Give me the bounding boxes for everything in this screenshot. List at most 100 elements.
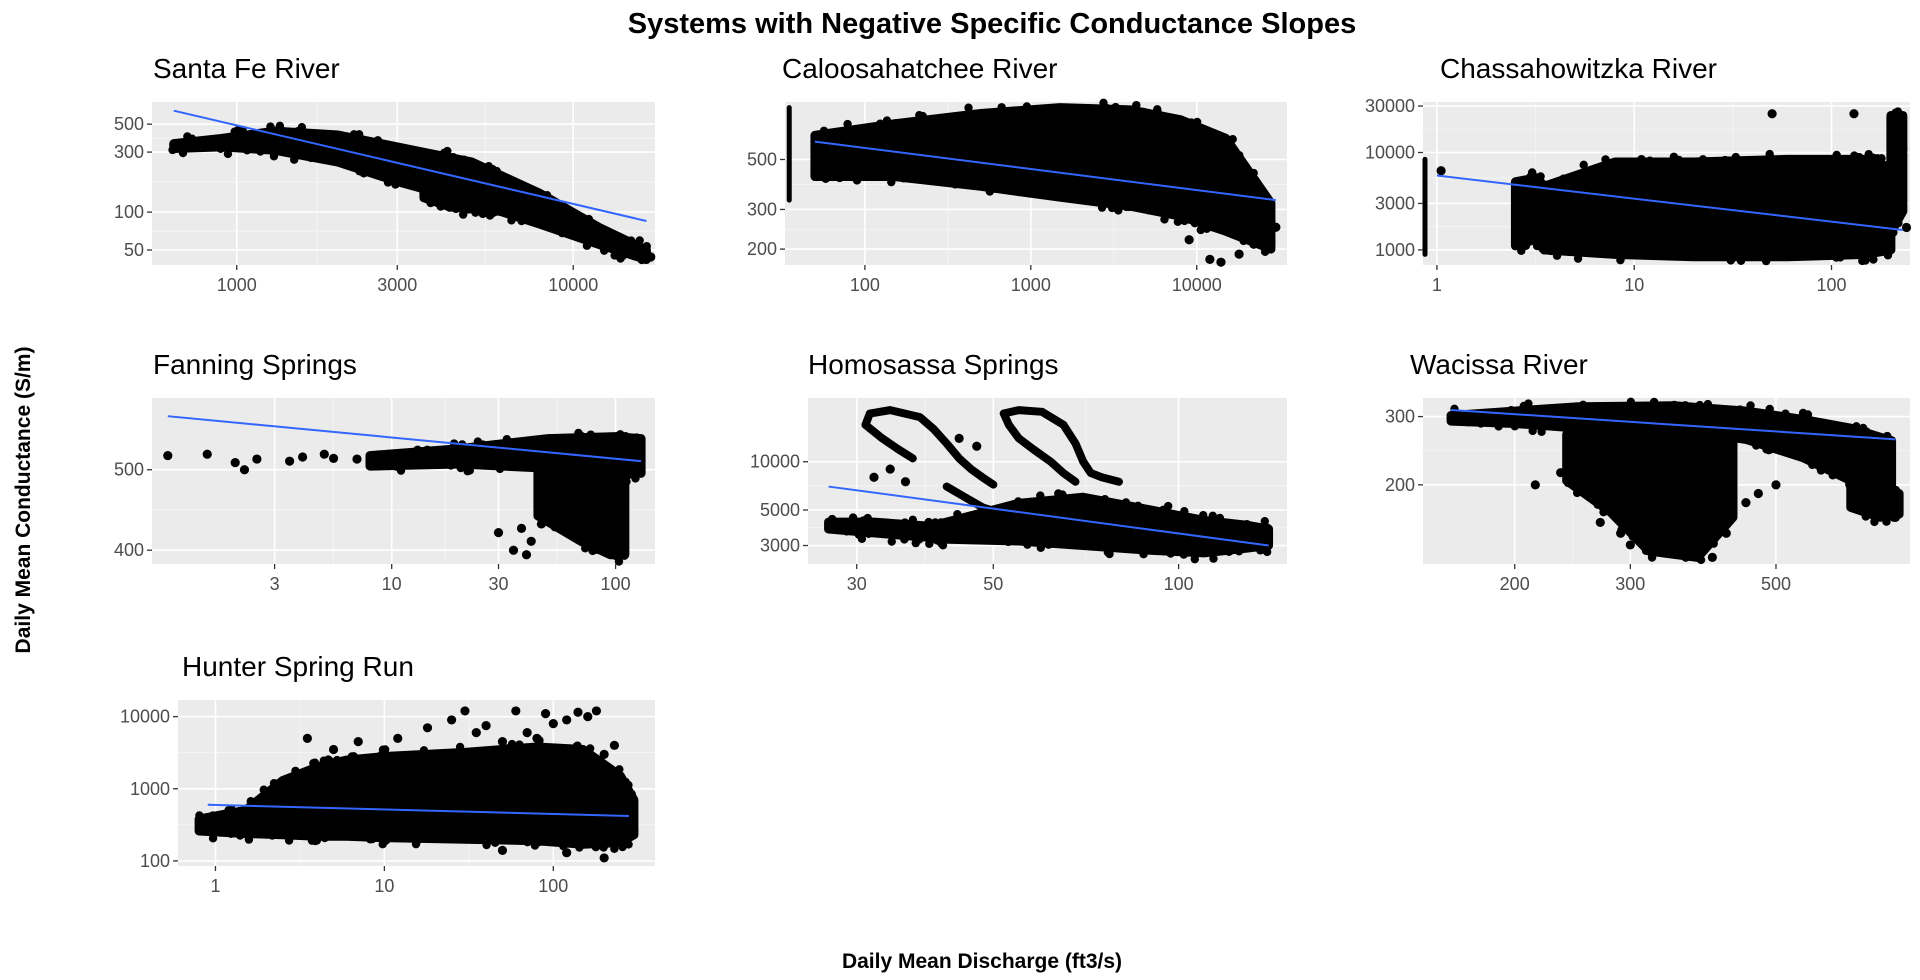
data-point: [635, 236, 644, 245]
data-point: [991, 108, 1000, 117]
y-tick-label: 400: [114, 540, 144, 560]
data-point: [622, 477, 631, 486]
data-point: [625, 833, 634, 842]
data-point: [609, 740, 620, 750]
data-point: [1132, 100, 1141, 110]
data-point: [1463, 417, 1473, 427]
data-point: [882, 116, 892, 125]
x-tick-label: 50: [983, 574, 1003, 594]
data-point: [502, 434, 512, 444]
data-point: [328, 453, 339, 463]
data-point: [550, 523, 560, 532]
data-point: [195, 811, 204, 820]
x-tick-label: 100: [1816, 275, 1846, 295]
data-point: [1735, 405, 1745, 414]
data-point: [206, 826, 215, 836]
data-point: [610, 844, 619, 853]
data-point: [864, 529, 873, 538]
data-point: [1058, 490, 1067, 499]
data-point: [1817, 419, 1827, 429]
data-point: [599, 749, 609, 759]
data-point: [291, 766, 300, 776]
data-point: [551, 434, 560, 443]
data-layer: [168, 109, 656, 265]
x-tick-label: 100: [538, 876, 568, 896]
data-point: [1229, 520, 1238, 529]
data-point: [439, 148, 449, 158]
data-point: [1202, 224, 1211, 233]
data-point: [1216, 131, 1225, 141]
data-layer: [824, 406, 1274, 564]
y-tick-label: 300: [1385, 407, 1415, 427]
data-point: [1044, 540, 1053, 549]
data-point: [848, 513, 858, 522]
y-tick-label: 500: [114, 114, 144, 134]
data-point: [261, 797, 271, 807]
data-point: [1870, 517, 1879, 527]
point-streak-2: [861, 420, 917, 463]
data-point: [423, 445, 432, 454]
data-point: [289, 155, 299, 164]
x-tick-label: 3: [270, 574, 280, 594]
data-point: [435, 446, 445, 456]
data-point: [419, 746, 429, 755]
data-point: [1556, 468, 1566, 478]
data-point: [1139, 549, 1148, 559]
data-point: [1875, 485, 1885, 494]
data-point: [522, 728, 532, 738]
data-point: [359, 169, 368, 178]
data-point: [481, 721, 491, 731]
data-point: [854, 530, 864, 539]
data-point: [915, 110, 924, 120]
point-cloud-1: [365, 432, 646, 478]
data-point: [1625, 540, 1635, 550]
x-tick-label: 1: [1432, 275, 1442, 295]
data-point: [1224, 547, 1234, 557]
y-tick-label: 500: [747, 149, 777, 169]
data-point: [1710, 428, 1719, 437]
data-point: [223, 149, 233, 159]
data-point: [1242, 230, 1252, 241]
data-point: [235, 831, 245, 840]
data-point: [1234, 249, 1244, 259]
data-point: [1746, 401, 1755, 410]
trend-line: [207, 803, 629, 817]
data-point: [465, 466, 475, 475]
data-point: [183, 132, 192, 141]
data-point: [1559, 174, 1568, 183]
data-point: [319, 756, 329, 765]
data-point: [319, 449, 329, 459]
data-point: [1173, 217, 1183, 226]
y-tick-label: 500: [114, 460, 144, 480]
data-point: [275, 121, 285, 131]
x-tick-label: 3000: [377, 275, 417, 295]
data-point: [239, 807, 249, 816]
data-point: [224, 805, 234, 816]
data-point: [1180, 216, 1189, 226]
panel-3: Chassahowitzka River 1 10 100 1000 3000 10000 3…: [1365, 53, 1912, 295]
data-point: [598, 227, 607, 236]
data-point: [621, 821, 631, 832]
data-point: [324, 832, 333, 841]
data-point: [943, 524, 952, 533]
data-point: [875, 119, 885, 128]
data-point: [1271, 222, 1281, 232]
data-point: [1765, 404, 1774, 414]
data-point: [1528, 426, 1537, 436]
data-point: [446, 461, 456, 470]
data-point: [586, 430, 595, 439]
data-point: [436, 202, 445, 211]
y-tick-label: 10000: [750, 452, 800, 472]
data-point: [516, 523, 527, 533]
data-point: [1707, 552, 1717, 562]
data-point: [1890, 114, 1900, 124]
data-point: [1599, 507, 1608, 517]
data-point: [1258, 215, 1268, 225]
panel-7: Hunter Spring Run 1 10 100 100 1000 10000: [120, 651, 655, 896]
data-point: [1530, 480, 1540, 490]
data-point: [1228, 135, 1237, 144]
data-point: [950, 518, 959, 527]
data-point: [827, 514, 837, 524]
data-point: [1022, 102, 1032, 111]
